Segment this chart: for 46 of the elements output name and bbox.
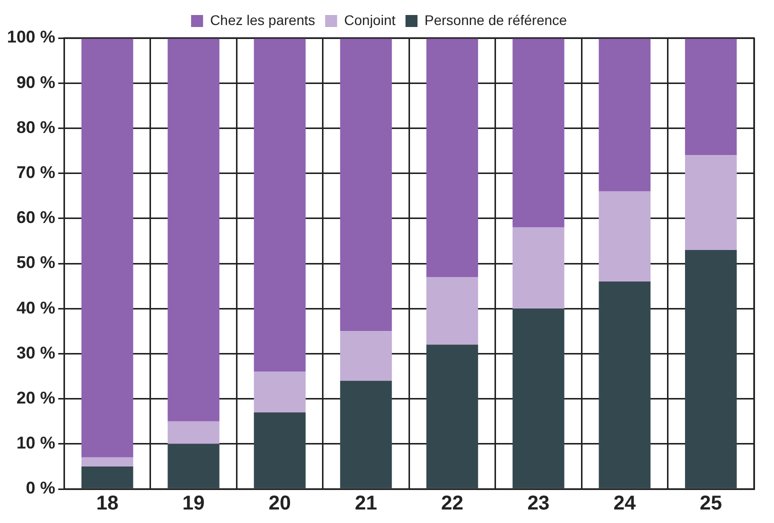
- x-tick-label: 20: [268, 492, 291, 515]
- x-tick-label: 23: [527, 492, 550, 515]
- bar: [340, 380, 392, 488]
- bar: [598, 38, 651, 192]
- bar: [254, 412, 306, 488]
- y-tick-label: 20 %: [16, 388, 56, 408]
- x-tick-label: 21: [354, 492, 378, 515]
- legend-label: Chez les parents: [210, 12, 316, 28]
- bar: [598, 191, 651, 282]
- y-tick-label: 30 %: [16, 343, 56, 362]
- bar: [685, 155, 737, 250]
- bar: [685, 38, 737, 156]
- bar: [168, 38, 220, 422]
- bar: [340, 38, 392, 332]
- y-tick-label: 60 %: [16, 208, 56, 228]
- bar: [168, 421, 220, 444]
- bar: [81, 38, 134, 458]
- bar: [685, 250, 737, 488]
- bar: [426, 38, 478, 278]
- bar: [340, 331, 392, 381]
- bar: [81, 457, 134, 466]
- bar: [254, 38, 306, 372]
- y-tick-label: 0 %: [26, 478, 56, 498]
- y-tick-label: 80 %: [16, 118, 56, 137]
- x-tick-label: 24: [614, 492, 637, 515]
- legend-label: Personne de référence: [424, 12, 568, 28]
- x-tick-label: 22: [441, 492, 464, 515]
- bar: [512, 38, 564, 228]
- bar: [598, 282, 651, 488]
- y-tick-label: 100 %: [7, 28, 56, 47]
- bar: [81, 466, 134, 488]
- bar: [512, 308, 564, 488]
- x-tick-label: 25: [700, 492, 722, 515]
- bar: [426, 344, 478, 488]
- bar: [426, 277, 478, 345]
- y-tick-label: 40 %: [16, 298, 56, 318]
- y-tick-label: 70 %: [16, 162, 56, 182]
- y-tick-label: 50 %: [16, 253, 56, 272]
- x-tick-label: 19: [182, 492, 205, 515]
- y-tick-label: 10 %: [16, 434, 56, 453]
- bar: [512, 227, 564, 309]
- legend-label: Conjoint: [344, 12, 396, 28]
- bar: [168, 444, 220, 488]
- bar: [254, 372, 306, 412]
- x-tick-label: 18: [96, 492, 118, 515]
- y-tick-label: 90 %: [16, 72, 56, 92]
